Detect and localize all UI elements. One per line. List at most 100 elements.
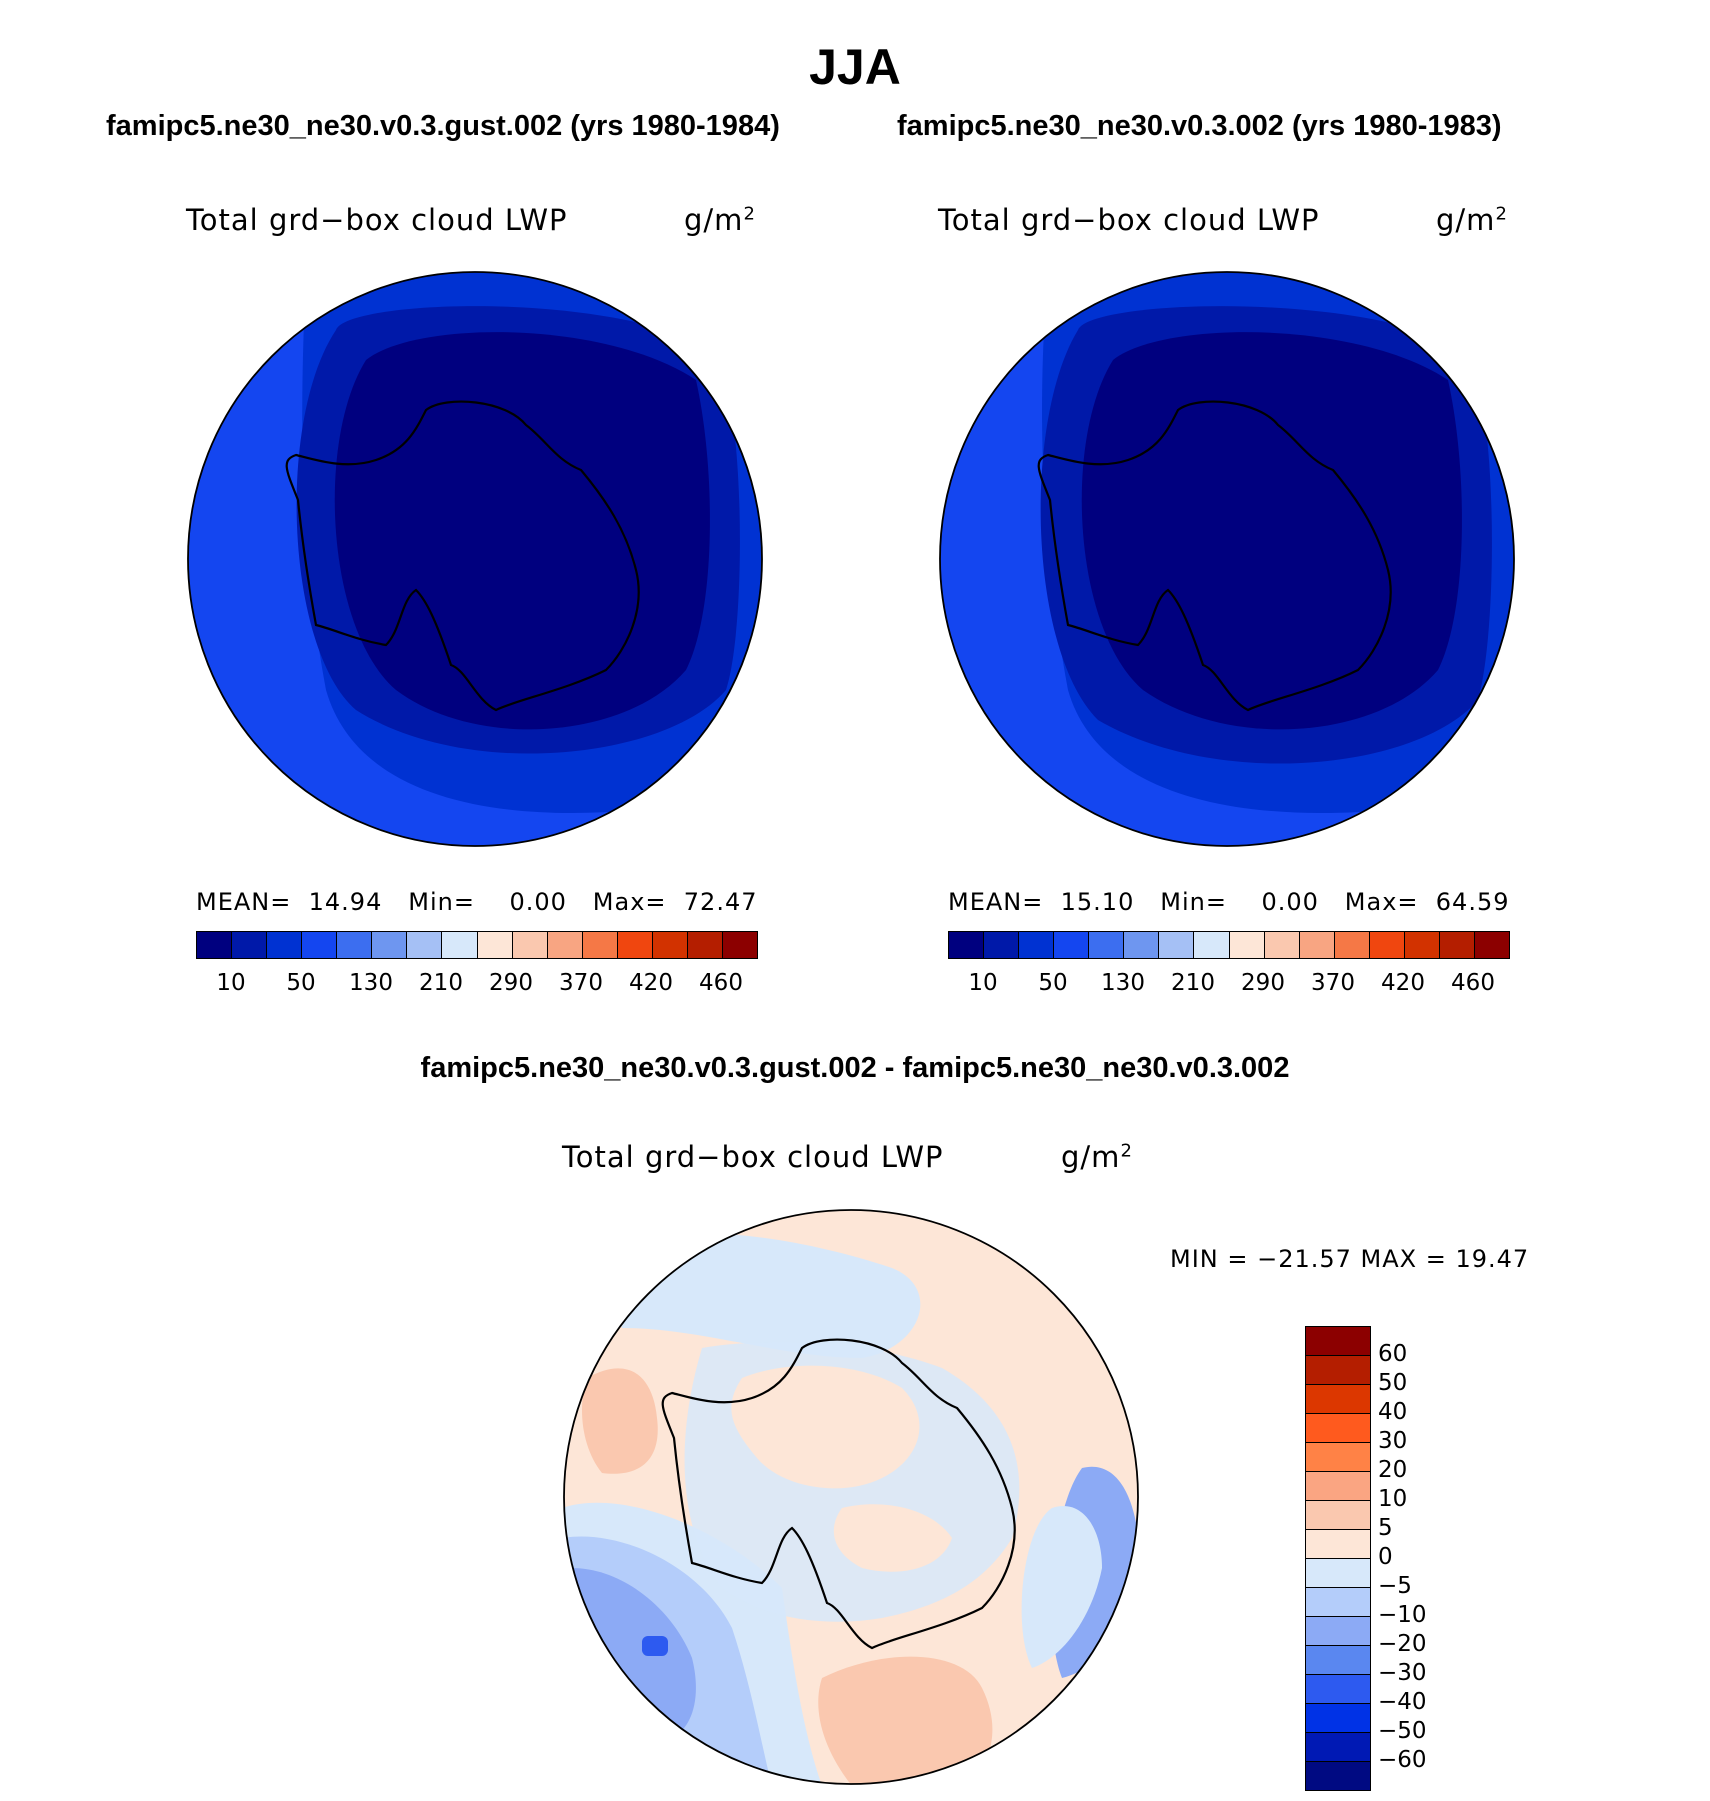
colorbar-swatch [1306,1733,1370,1762]
colorbar-tick-label: 10 [968,970,998,996]
colorbar-swatch [1404,932,1440,958]
colorbar-swatch [372,932,408,958]
map-negative-peak [642,1636,668,1656]
colorbar-tick-label: −50 [1378,1718,1427,1744]
colorbar-swatch [1306,1617,1370,1646]
colorbar-swatch [1264,932,1300,958]
colorbar-swatch [197,932,233,958]
map-continent-positive [731,1365,920,1489]
colorbar-swatch [547,932,583,958]
left-colorbar-ticks: 10 50 130 210 290 370 420 460 [196,970,756,1000]
difference-colorbar-labels: 60 50 40 30 20 10 5 0 −5 −10 −20 −30 −40 −50 −60 [1378,1326,1458,1796]
colorbar-tick-label: −40 [1378,1689,1427,1715]
colorbar-swatch [302,932,338,958]
right-colorbar [948,931,1510,959]
difference-polar-map [563,1209,1139,1785]
colorbar-tick-label: 50 [286,970,316,996]
colorbar-tick-label: −5 [1378,1573,1412,1599]
right-polar-map [939,271,1515,847]
colorbar-swatch [1306,1327,1370,1356]
map-negative-east-rim [1021,1506,1102,1668]
colorbar-tick-label: 40 [1378,1399,1408,1425]
map-continent-positive-2 [833,1504,952,1572]
right-run-title: famipc5.ne30_ne30.v0.3.002 (yrs 1980-198… [897,110,1502,142]
right-colorbar-ticks: 10 50 130 210 290 370 420 460 [948,970,1508,1000]
colorbar-swatch [1306,1530,1370,1559]
colorbar-tick-label: 460 [699,970,743,996]
colorbar-swatch [1089,932,1125,958]
difference-variable-title: Total grd−box cloud LWP [562,1140,944,1174]
left-units: g/m2 [684,203,756,237]
colorbar-swatch [1306,1414,1370,1443]
colorbar-swatch [652,932,688,958]
colorbar-swatch [1054,932,1090,958]
colorbar-swatch [949,932,985,958]
difference-title: famipc5.ne30_ne30.v0.3.gust.002 - famipc… [420,1052,1290,1084]
colorbar-swatch [442,932,478,958]
colorbar-swatch [617,932,653,958]
colorbar-swatch [1334,932,1370,958]
colorbar-tick-label: 370 [1311,970,1355,996]
colorbar-swatch [582,932,618,958]
colorbar-swatch [1306,1704,1370,1733]
colorbar-swatch [1306,1646,1370,1675]
colorbar-tick-label: 290 [1241,970,1285,996]
left-stats: MEAN= 14.94 Min= 0.00 Max= 72.47 [196,888,758,916]
right-units: g/m2 [1436,203,1508,237]
map-boundary [187,271,763,847]
colorbar-swatch [1229,932,1265,958]
colorbar-swatch [1306,1675,1370,1704]
difference-units: g/m2 [1061,1140,1133,1174]
map-boundary [939,271,1515,847]
colorbar-tick-label: 290 [489,970,533,996]
map-boundary [563,1209,1139,1785]
colorbar-swatch [722,932,757,958]
colorbar-swatch [1306,1356,1370,1385]
colorbar-swatch [1306,1385,1370,1414]
colorbar-tick-label: 50 [1038,970,1068,996]
colorbar-swatch [1159,932,1195,958]
colorbar-tick-label: 60 [1378,1341,1408,1367]
colorbar-tick-label: 460 [1451,970,1495,996]
colorbar-swatch [512,932,548,958]
colorbar-tick-label: 10 [1378,1486,1408,1512]
left-polar-map [187,271,763,847]
colorbar-swatch [337,932,373,958]
difference-minmax: MIN = −21.57 MAX = 19.47 [1170,1245,1530,1273]
colorbar-swatch [1194,932,1230,958]
colorbar-swatch [687,932,723,958]
colorbar-swatch [1299,932,1335,958]
colorbar-swatch [1369,932,1405,958]
colorbar-tick-label: 130 [349,970,393,996]
colorbar-swatch [232,932,268,958]
colorbar-tick-label: 30 [1378,1428,1408,1454]
difference-colorbar [1305,1326,1371,1791]
colorbar-tick-label: −10 [1378,1602,1427,1628]
colorbar-swatch [477,932,513,958]
colorbar-swatch [1124,932,1160,958]
colorbar-swatch [1019,932,1055,958]
colorbar-tick-label: −20 [1378,1631,1427,1657]
map-inner-band [1081,332,1462,730]
left-variable-title: Total grd−box cloud LWP [186,203,568,237]
colorbar-tick-label: 420 [1381,970,1425,996]
colorbar-swatch [407,932,443,958]
map-negative-large [572,1568,696,1738]
colorbar-swatch [1306,1588,1370,1617]
colorbar-tick-label: 210 [419,970,463,996]
colorbar-tick-label: 0 [1378,1544,1393,1570]
colorbar-swatch [984,932,1020,958]
colorbar-tick-label: 370 [559,970,603,996]
main-title: JJA [809,39,901,95]
map-positive-west [582,1368,658,1474]
colorbar-tick-label: 10 [216,970,246,996]
right-stats: MEAN= 15.10 Min= 0.00 Max= 64.59 [948,888,1510,916]
colorbar-swatch [1306,1472,1370,1501]
colorbar-tick-label: 130 [1101,970,1145,996]
colorbar-swatch [1306,1559,1370,1588]
right-variable-title: Total grd−box cloud LWP [938,203,1320,237]
colorbar-swatch [1306,1501,1370,1530]
colorbar-swatch [1474,932,1509,958]
antarctica-coastline [1037,400,1392,712]
left-colorbar [196,931,758,959]
